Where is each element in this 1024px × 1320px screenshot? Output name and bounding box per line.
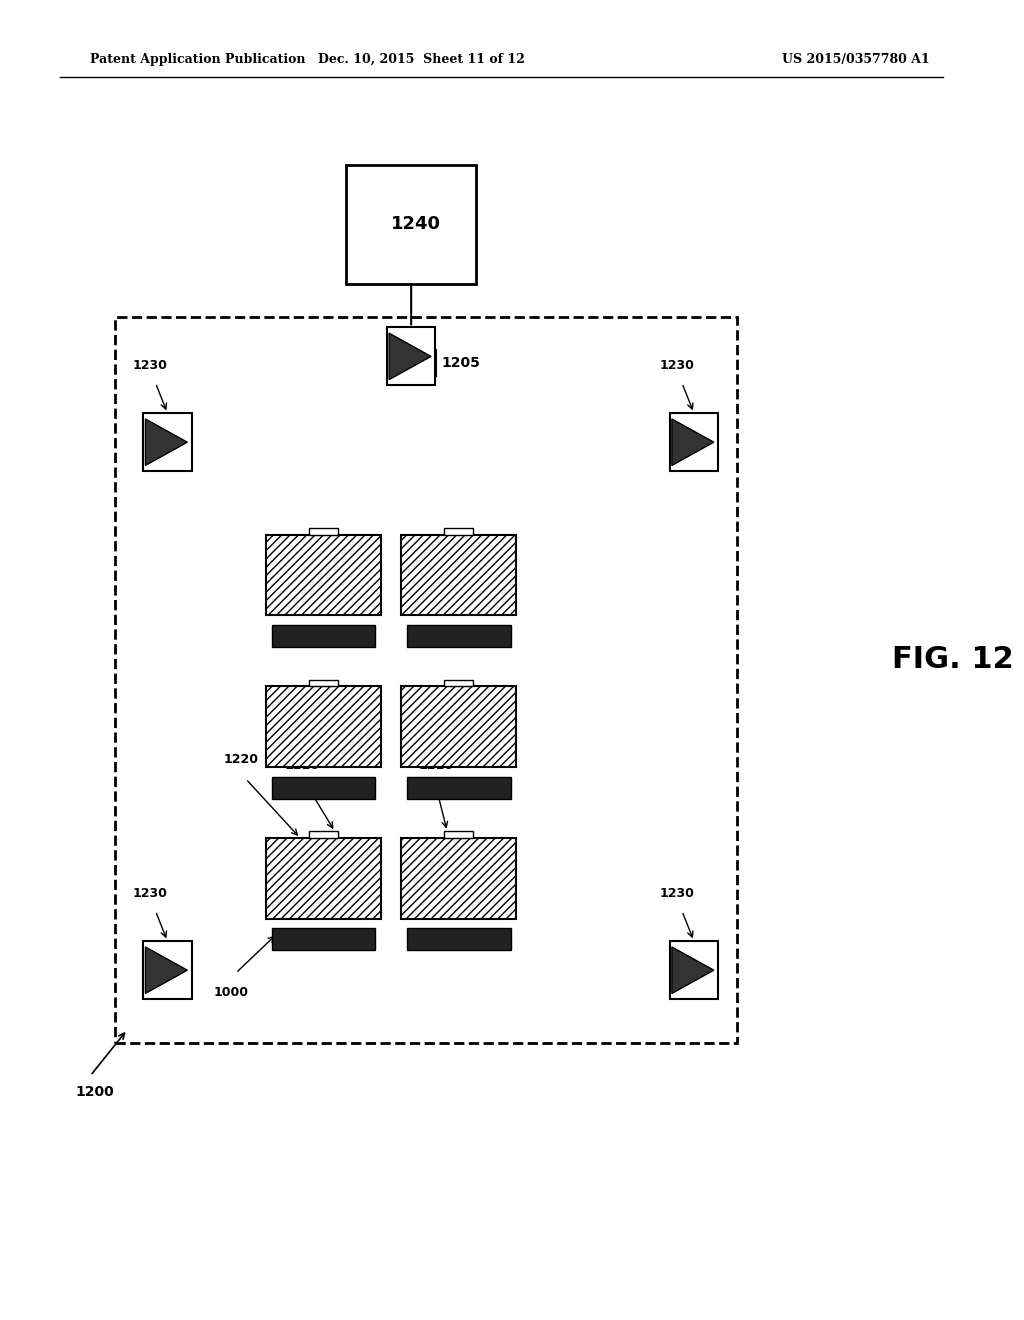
Bar xyxy=(271,928,376,950)
Text: 1210: 1210 xyxy=(285,759,319,772)
Polygon shape xyxy=(145,946,187,994)
Text: 1210: 1210 xyxy=(418,759,454,772)
Bar xyxy=(309,528,338,535)
Bar xyxy=(407,624,511,647)
Bar xyxy=(266,535,381,615)
Text: 1200: 1200 xyxy=(76,1085,115,1100)
Text: 1230: 1230 xyxy=(133,887,168,900)
Bar xyxy=(444,528,473,535)
Bar xyxy=(407,928,511,950)
Text: Dec. 10, 2015  Sheet 11 of 12: Dec. 10, 2015 Sheet 11 of 12 xyxy=(317,53,524,66)
Text: 1230: 1230 xyxy=(133,359,168,372)
Text: 1230: 1230 xyxy=(659,359,694,372)
Bar xyxy=(143,941,191,999)
Text: 1240: 1240 xyxy=(391,215,441,234)
Text: US 2015/0357780 A1: US 2015/0357780 A1 xyxy=(782,53,930,66)
Bar xyxy=(116,317,737,1043)
Polygon shape xyxy=(145,418,187,466)
Bar xyxy=(309,680,338,686)
Bar xyxy=(266,838,381,919)
Bar xyxy=(444,680,473,686)
Text: 1230: 1230 xyxy=(659,887,694,900)
Text: FIG. 12: FIG. 12 xyxy=(892,645,1014,675)
Text: 1220: 1220 xyxy=(223,752,258,766)
Bar xyxy=(444,832,473,838)
Bar xyxy=(387,327,435,385)
Polygon shape xyxy=(672,946,714,994)
Bar xyxy=(401,686,516,767)
Bar xyxy=(271,776,376,799)
Bar xyxy=(401,838,516,919)
Bar xyxy=(401,535,516,615)
Text: 1205: 1205 xyxy=(441,356,480,370)
Polygon shape xyxy=(672,418,714,466)
Bar xyxy=(407,776,511,799)
Bar xyxy=(309,832,338,838)
Polygon shape xyxy=(389,333,431,380)
Text: 1000: 1000 xyxy=(213,986,248,999)
Bar xyxy=(346,165,476,284)
Bar xyxy=(271,624,376,647)
Bar xyxy=(670,413,718,471)
Bar xyxy=(266,686,381,767)
Text: Patent Application Publication: Patent Application Publication xyxy=(90,53,306,66)
Bar xyxy=(670,941,718,999)
Bar xyxy=(143,413,191,471)
